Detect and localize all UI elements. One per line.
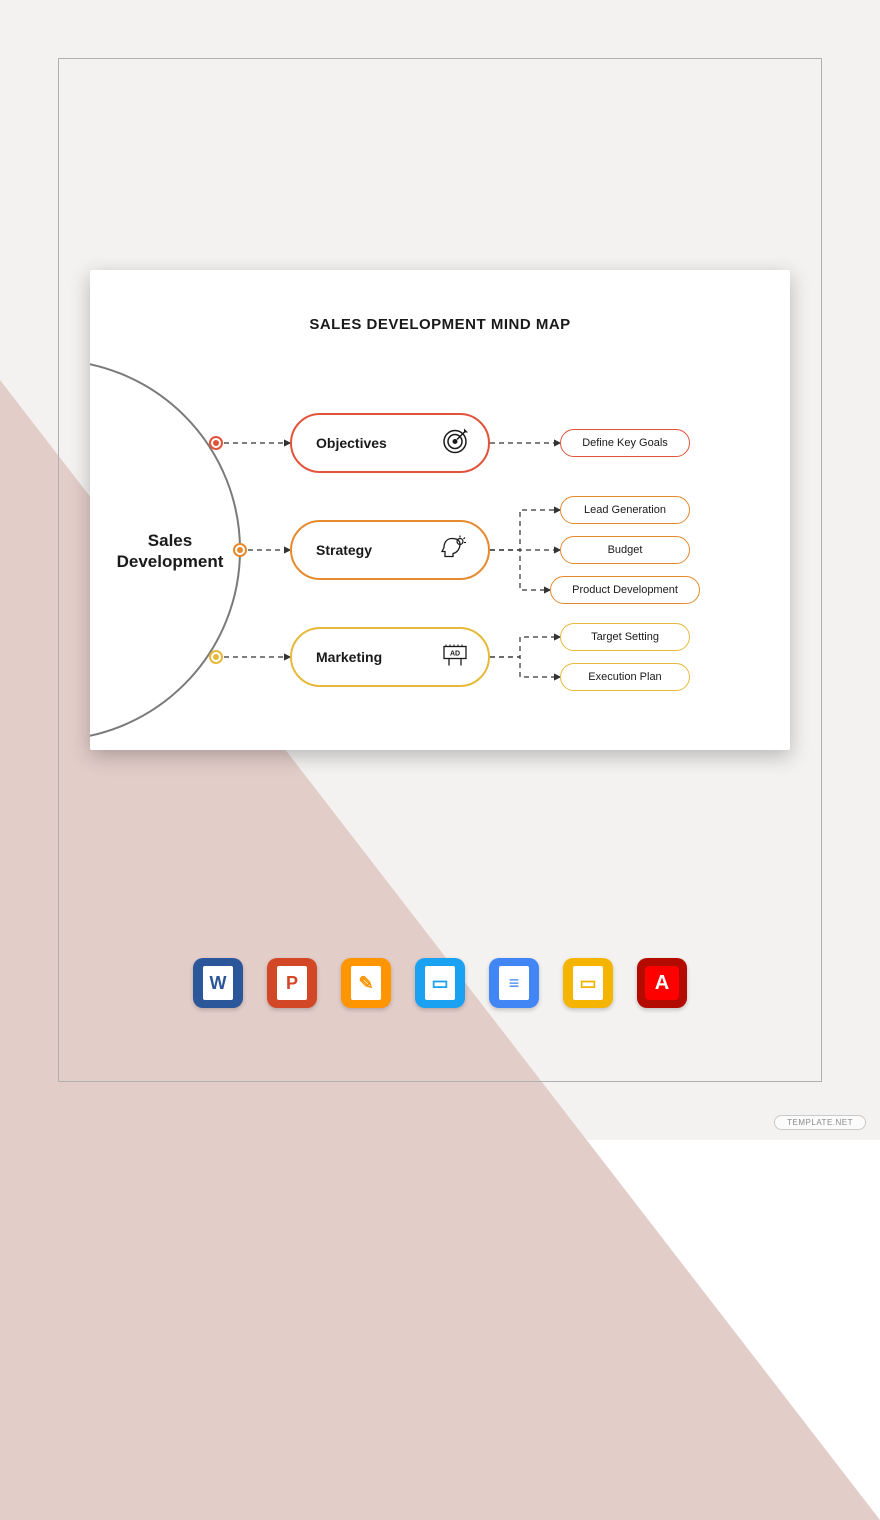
app-icon-pages: ✎: [341, 958, 391, 1008]
leaf-objectives-0: Define Key Goals: [560, 429, 690, 457]
leaf-label: Target Setting: [591, 631, 659, 643]
leaf-label: Define Key Goals: [582, 437, 668, 449]
leaf-label: Execution Plan: [588, 671, 661, 683]
branch-strategy: Strategy: [290, 520, 490, 580]
app-icon-powerpoint: P: [267, 958, 317, 1008]
leaf-label: Budget: [608, 544, 643, 556]
branch-label: Strategy: [316, 542, 372, 558]
branch-label: Marketing: [316, 649, 382, 665]
leaf-marketing-1: Execution Plan: [560, 663, 690, 691]
branch-marketing: Marketing AD: [290, 627, 490, 687]
center-label-line1: Sales: [148, 531, 192, 550]
app-icon-keynote: ▭: [415, 958, 465, 1008]
head-bulb-icon: [440, 534, 470, 564]
svg-text:AD: AD: [450, 651, 460, 658]
mindmap-card: SALES DEVELOPMENT MIND MAP Sales Develop…: [90, 270, 790, 750]
leaf-label: Lead Generation: [584, 504, 666, 516]
target-icon: [440, 427, 470, 457]
watermark-badge: TEMPLATE.NET: [774, 1115, 866, 1130]
center-label: Sales Development: [110, 530, 230, 573]
leaf-strategy-2: Product Development: [550, 576, 700, 604]
app-icon-gdocs: ≡: [489, 958, 539, 1008]
branch-objectives: Objectives: [290, 413, 490, 473]
leaf-label: Product Development: [572, 584, 678, 596]
branch-label: Objectives: [316, 435, 387, 451]
leaf-strategy-0: Lead Generation: [560, 496, 690, 524]
app-icon-pdf: A: [637, 958, 687, 1008]
app-icon-row: WP ✎ ▭ ≡ ▭ A: [0, 958, 880, 1008]
billboard-icon: AD: [440, 641, 470, 671]
center-label-line2: Development: [117, 552, 224, 571]
app-icon-gslides: ▭: [563, 958, 613, 1008]
leaf-marketing-0: Target Setting: [560, 623, 690, 651]
app-icon-word: W: [193, 958, 243, 1008]
leaf-strategy-1: Budget: [560, 536, 690, 564]
